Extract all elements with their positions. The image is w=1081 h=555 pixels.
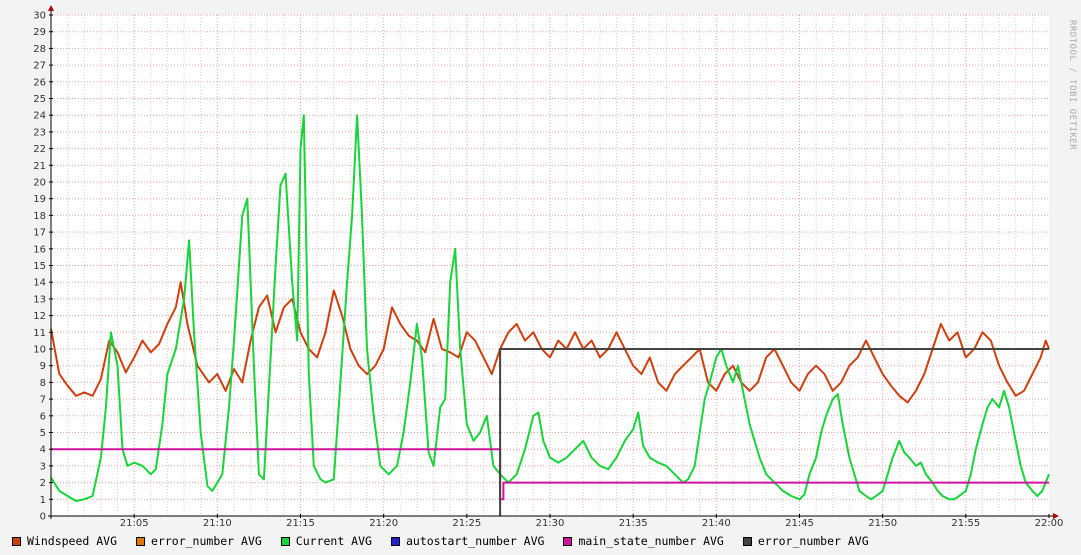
series-layer <box>50 114 1050 516</box>
y-tick-label: 0 <box>40 512 46 523</box>
legend-item: main_state_number AVG <box>563 534 724 548</box>
x-tick-label: 21:40 <box>702 518 731 529</box>
y-tick-label: 9 <box>40 361 46 372</box>
x-tick-label: 22:00 <box>1035 518 1064 529</box>
y-tick-label: 2 <box>40 478 46 489</box>
legend-swatch <box>742 536 752 546</box>
tick-labels: 0123456789101112131415161718192021222324… <box>33 11 1063 530</box>
y-tick-label: 3 <box>40 461 46 472</box>
y-tick-label: 19 <box>33 194 46 205</box>
y-tick-label: 7 <box>40 395 46 406</box>
legend: Windspeed AVG error_number AVG Current AVG… <box>12 533 888 549</box>
legend-label: Windspeed AVG <box>27 534 118 548</box>
legend-swatch <box>12 536 21 546</box>
y-tick-label: 4 <box>40 445 46 456</box>
y-tick-label: 27 <box>33 61 46 72</box>
y-tick-label: 13 <box>33 294 46 305</box>
y-tick-label: 8 <box>40 378 46 389</box>
x-axis-arrow <box>1053 513 1059 519</box>
x-tick-label: 21:30 <box>536 518 565 529</box>
x-tick-label: 21:20 <box>369 518 398 529</box>
legend-swatch <box>136 536 146 546</box>
y-tick-label: 1 <box>40 495 46 506</box>
y-tick-label: 6 <box>40 411 46 422</box>
x-tick-label: 21:55 <box>951 518 980 529</box>
legend-item: error_number AVG <box>742 534 869 548</box>
y-tick-label: 28 <box>33 44 46 55</box>
y-tick-label: 15 <box>33 261 46 272</box>
x-tick-label: 21:50 <box>868 518 897 529</box>
legend-item: Current AVG <box>280 534 372 548</box>
grid <box>51 14 1049 516</box>
x-tick-label: 21:05 <box>120 518 149 529</box>
y-tick-label: 16 <box>33 244 46 255</box>
legend-label: autostart_number AVG <box>405 534 545 548</box>
y-tick-label: 22 <box>33 144 46 155</box>
y-tick-label: 26 <box>33 77 46 88</box>
legend-item: autostart_number AVG <box>390 534 545 548</box>
series-line-4 <box>51 448 1049 501</box>
legend-item: Windspeed AVG <box>12 534 117 548</box>
x-tick-label: 21:15 <box>286 518 315 529</box>
legend-swatch <box>390 536 400 546</box>
series-line-2 <box>50 114 1050 502</box>
y-tick-label: 20 <box>33 178 46 189</box>
legend-label: main_state_number AVG <box>578 534 724 548</box>
legend-label: Current AVG <box>295 534 372 548</box>
y-tick-label: 29 <box>33 27 46 38</box>
legend-item: error_number AVG <box>136 534 262 548</box>
x-tick-label: 21:25 <box>452 518 481 529</box>
legend-swatch <box>280 536 290 546</box>
y-tick-label: 18 <box>33 211 46 222</box>
y-tick-label: 12 <box>33 311 46 322</box>
x-tick-label: 21:35 <box>619 518 648 529</box>
axes <box>48 5 1059 519</box>
y-tick-label: 21 <box>33 161 46 172</box>
y-axis-arrow <box>48 5 54 11</box>
y-tick-label: 10 <box>33 345 46 356</box>
watermark: RRDTOOL / TOBI OETIKER <box>1067 20 1077 150</box>
y-tick-label: 23 <box>33 127 46 138</box>
y-tick-label: 17 <box>33 228 46 239</box>
x-tick-label: 21:10 <box>203 518 232 529</box>
y-tick-label: 25 <box>33 94 46 105</box>
y-tick-label: 11 <box>33 328 46 339</box>
y-tick-label: 14 <box>33 278 46 289</box>
legend-label: error_number AVG <box>757 534 869 548</box>
legend-label: error_number AVG <box>151 534 262 548</box>
x-tick-label: 21:45 <box>785 518 814 529</box>
y-tick-label: 24 <box>33 111 46 122</box>
y-tick-label: 30 <box>33 11 46 22</box>
series-line-5 <box>499 348 1049 516</box>
y-tick-label: 5 <box>40 428 46 439</box>
legend-swatch <box>563 536 573 546</box>
